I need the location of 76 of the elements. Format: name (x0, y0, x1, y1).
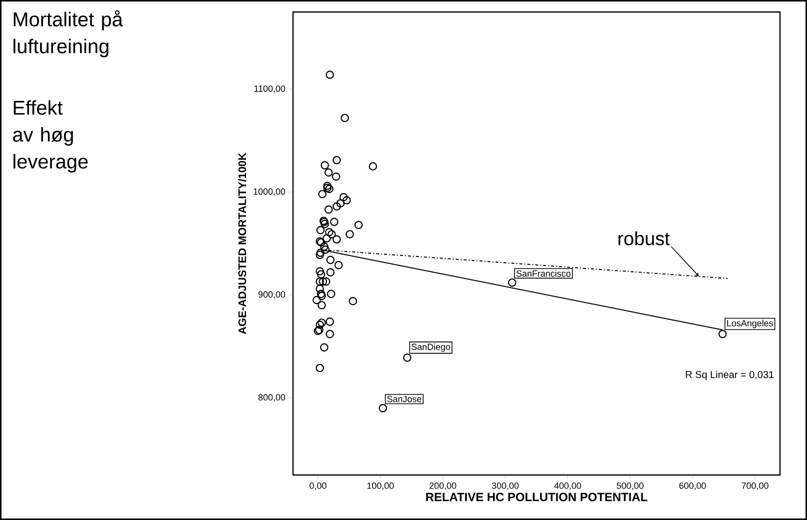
x-tick-label: 100,00 (367, 482, 394, 490)
point (348, 296, 358, 306)
annotation: SanDiego (412, 343, 450, 352)
point (316, 250, 324, 259)
point (316, 270, 326, 279)
point (332, 202, 341, 211)
point (718, 330, 727, 338)
x-tick-label: 700,00 (742, 482, 768, 490)
point (325, 228, 334, 236)
point (326, 268, 335, 276)
point (368, 162, 378, 170)
text: Effekt av høg leverage (13, 100, 88, 173)
x-axis-title: RELATIVE HC POLLUTION POTENTIAL (426, 492, 648, 502)
point (318, 318, 326, 327)
point (326, 318, 334, 326)
point (339, 193, 348, 202)
point (323, 182, 332, 190)
point (321, 246, 330, 254)
point (318, 292, 326, 300)
x-tick-label: 200,00 (430, 482, 456, 490)
point (340, 114, 349, 122)
point (318, 301, 326, 310)
point (332, 172, 340, 181)
annotation: SanFrancisco (516, 270, 570, 277)
x-tick-label: 400,00 (554, 482, 582, 490)
point (326, 290, 336, 298)
point (378, 404, 388, 412)
point (316, 290, 326, 298)
point (330, 218, 338, 226)
point (322, 277, 330, 286)
text: Mortalitet på luftureining (14, 10, 123, 58)
point (316, 277, 324, 286)
point (332, 235, 341, 244)
point (328, 230, 336, 238)
point (354, 220, 363, 230)
point (342, 196, 351, 204)
point (325, 184, 334, 194)
point (332, 156, 341, 164)
point (334, 260, 343, 270)
point (346, 230, 354, 238)
annotation: LosAngeles (727, 320, 773, 328)
point (508, 278, 516, 287)
point (322, 234, 331, 243)
point (316, 226, 325, 234)
point (324, 168, 333, 177)
point (403, 354, 412, 362)
y-tick-label: 1100,00 (254, 85, 286, 93)
point (324, 205, 333, 214)
point (316, 320, 324, 329)
point (326, 330, 334, 338)
point (323, 184, 332, 192)
x-tick-label: 300,00 (492, 482, 519, 490)
y-axis-title: AGE-ADJUSTED MORTALITY/100K (238, 152, 246, 334)
point (336, 199, 345, 208)
x-tick-label: 500,00 (616, 482, 644, 490)
point (316, 248, 325, 257)
x-tick-label: 0,00 (310, 482, 326, 490)
point (316, 364, 324, 372)
y-tick-label: 900,00 (258, 291, 286, 299)
point (316, 267, 324, 276)
annotation: SanJose (387, 396, 422, 402)
y-tick-label: 800,00 (258, 394, 286, 402)
annotation: R Sq Linear = 0,031 (686, 370, 774, 380)
point (326, 256, 335, 264)
point (316, 284, 324, 293)
point (318, 190, 326, 198)
point (320, 343, 328, 352)
point (318, 277, 328, 286)
x-tick-label: 600,00 (679, 482, 706, 490)
point (312, 296, 321, 304)
point (320, 242, 328, 251)
point (320, 220, 329, 228)
point (326, 70, 334, 79)
point (320, 161, 329, 170)
series-label: robust (618, 231, 670, 246)
y-tick-label: 1000,00 (254, 188, 286, 196)
